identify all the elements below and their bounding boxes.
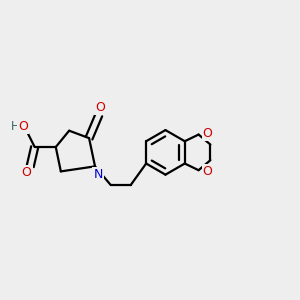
Text: O: O	[95, 101, 105, 114]
Text: O: O	[202, 165, 212, 178]
Text: N: N	[93, 168, 103, 181]
Text: O: O	[18, 120, 28, 133]
Text: H: H	[11, 120, 20, 133]
Text: O: O	[22, 167, 32, 179]
Text: O: O	[202, 127, 212, 140]
